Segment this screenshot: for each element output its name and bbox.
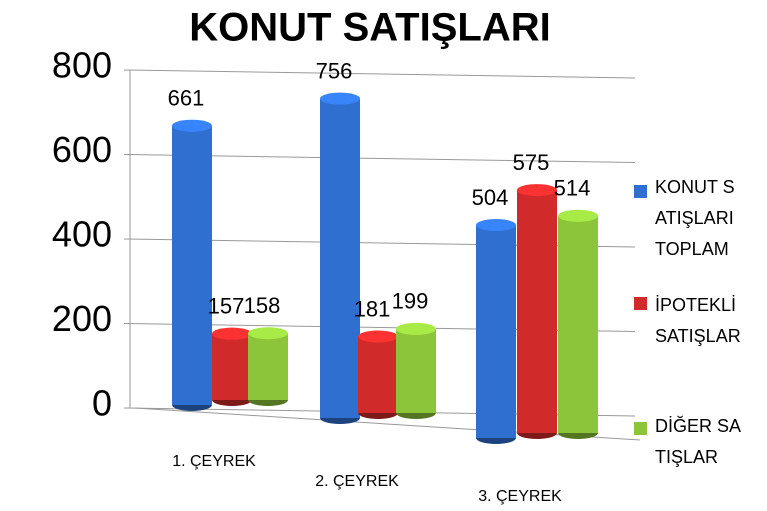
bar bbox=[558, 209, 598, 439]
y-tick-label: 200 bbox=[52, 298, 112, 339]
bar-top bbox=[358, 330, 398, 343]
data-label: 756 bbox=[316, 58, 353, 83]
y-tick-label: 600 bbox=[52, 129, 112, 170]
bar-top bbox=[172, 119, 212, 132]
bar-body bbox=[476, 225, 516, 438]
data-label: 181 bbox=[354, 296, 391, 321]
legend-label: KONUT SATIŞLARI TOPLAM bbox=[655, 177, 735, 259]
bar bbox=[517, 184, 557, 439]
bar-body bbox=[558, 215, 598, 433]
legend-swatch bbox=[634, 297, 647, 310]
data-label: 158 bbox=[244, 293, 281, 318]
legend-label: DİĞER SATIŞLAR bbox=[655, 416, 742, 467]
y-tick-label: 400 bbox=[52, 214, 112, 255]
chart-title: KONUT SATIŞLARI bbox=[189, 6, 550, 50]
data-label: 661 bbox=[168, 86, 205, 111]
x-tick-label: 2. ÇEYREK bbox=[315, 473, 399, 490]
data-label: 157 bbox=[208, 293, 245, 318]
bar-body bbox=[396, 328, 436, 413]
legend-swatch bbox=[634, 422, 647, 435]
bar bbox=[320, 92, 360, 424]
x-tick-label: 3. ÇEYREK bbox=[478, 488, 562, 505]
bar-body bbox=[172, 125, 212, 405]
data-label: 504 bbox=[472, 185, 509, 210]
bar bbox=[358, 330, 398, 419]
bar-body bbox=[320, 98, 360, 418]
legend-swatch bbox=[634, 185, 647, 198]
grid-line bbox=[123, 69, 636, 79]
data-label: 199 bbox=[392, 289, 429, 314]
bar bbox=[248, 327, 288, 406]
bar-body bbox=[358, 336, 398, 413]
bar-top bbox=[396, 322, 436, 335]
data-label: 514 bbox=[554, 176, 591, 201]
bar bbox=[476, 219, 516, 444]
bar-top bbox=[320, 92, 360, 105]
bar-top bbox=[476, 219, 516, 232]
bar-body bbox=[248, 333, 288, 400]
bar bbox=[396, 322, 436, 419]
x-tick-label: 1. ÇEYREK bbox=[172, 453, 256, 470]
bar bbox=[212, 327, 252, 406]
legend-label: İPOTEKLİ SATIŞLAR bbox=[655, 295, 741, 346]
y-tick-label: 0 bbox=[92, 383, 112, 424]
y-tick-label: 800 bbox=[52, 45, 112, 86]
bar-top bbox=[558, 209, 598, 222]
bar-top bbox=[517, 184, 557, 197]
bar-top bbox=[212, 327, 252, 340]
data-label: 575 bbox=[513, 150, 550, 175]
bar-body bbox=[517, 190, 557, 433]
bar-body bbox=[212, 333, 252, 400]
bar bbox=[172, 119, 212, 411]
bar-top bbox=[248, 327, 288, 340]
